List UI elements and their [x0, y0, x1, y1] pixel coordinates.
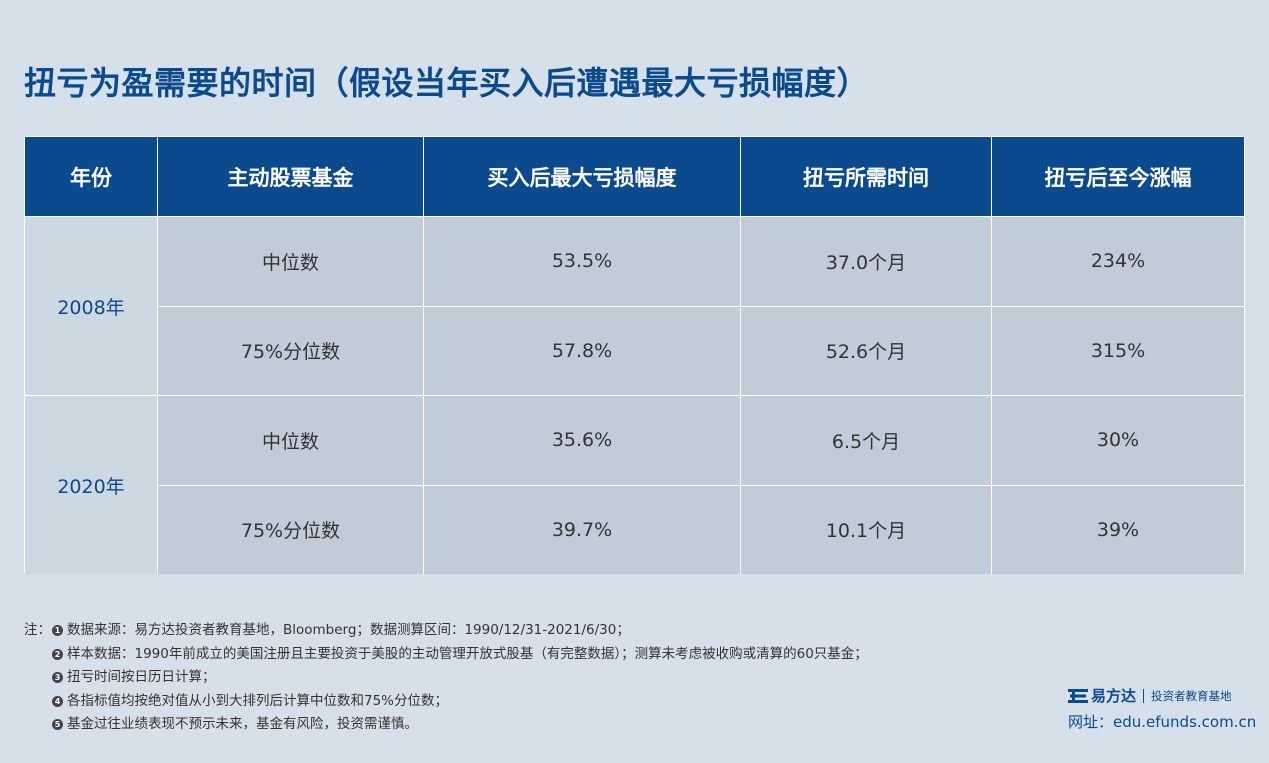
cell-fund-type: 75%分位数: [158, 485, 424, 574]
cell-recovery-time: 10.1个月: [741, 485, 992, 574]
website-text: 网址：edu.efunds.com.cn: [1068, 713, 1257, 731]
footnote-text: 数据来源：易方达投资者教育基地，Bloomberg；数据测算区间：1990/12…: [67, 622, 630, 638]
footnote-item: 注： 1 数据来源：易方达投资者教育基地，Bloomberg；数据测算区间：19…: [24, 619, 868, 643]
year-label: 2020年: [25, 396, 158, 574]
cell-gain-since: 315%: [1090, 339, 1146, 362]
footnote-item: 4 各指标值均按绝对值从小到大排列后计算中位数和75%分位数；: [24, 690, 868, 714]
header-year: 年份: [25, 137, 158, 216]
table-header: 年份 主动股票基金 买入后最大亏损幅度 扭亏所需时间 扭亏后至今涨幅: [25, 137, 1244, 216]
footnote-text: 基金过往业绩表现不预示未来，基金有风险，投资需谨慎。: [67, 716, 418, 732]
cell-max-loss: 57.8%: [424, 306, 741, 395]
footnote-prefix: 注：: [24, 622, 51, 638]
cell-fund-type: 75%分位数: [158, 306, 424, 395]
cell-recovery-time: 52.6个月: [741, 306, 992, 395]
footnote-text: 各指标值均按绝对值从小到大排列后计算中位数和75%分位数；: [67, 692, 449, 709]
cell-fund-type: 中位数: [158, 396, 424, 485]
table-row: 75%分位数 57.8% 52.6个月 315%: [158, 305, 1244, 395]
header-max-loss: 买入后最大亏损幅度: [424, 137, 741, 216]
cell-gain-since: 39%: [1096, 518, 1140, 541]
circled-number-icon: 5: [52, 719, 63, 731]
footnotes: 注： 1 数据来源：易方达投资者教育基地，Bloomberg；数据测算区间：19…: [24, 619, 868, 737]
group-2020: 2020年 中位数 35.6% 6.5个月 30% 75%分位数 39.7% 1…: [25, 395, 1244, 574]
footnote-item: 3 扭亏时间按日历日计算；: [24, 666, 868, 690]
footnote-text: 扭亏时间按日历日计算；: [67, 669, 216, 685]
data-table: 年份 主动股票基金 买入后最大亏损幅度 扭亏所需时间 扭亏后至今涨幅 2008年…: [24, 136, 1245, 574]
cell-max-loss: 53.5%: [424, 217, 741, 306]
brand-name: 易方达: [1091, 687, 1137, 705]
cell-max-loss: 35.6%: [424, 396, 741, 485]
header-fund-type: 主动股票基金: [158, 137, 424, 216]
footnote-item: 5 基金过往业绩表现不预示未来，基金有风险，投资需谨慎。: [24, 713, 868, 737]
cell-recovery-time: 6.5个月: [741, 396, 992, 485]
brand-divider: [1143, 688, 1145, 703]
group-2008: 2008年 中位数 53.5% 37.0个月 234% 75%分位数 57.8%…: [25, 216, 1244, 395]
cell-max-loss: 39.7%: [424, 485, 741, 574]
cell-fund-type: 中位数: [158, 217, 424, 306]
table-row: 中位数 35.6% 6.5个月 30%: [158, 396, 1244, 485]
brand-logo: 易方达 投资者教育基地: [1068, 685, 1232, 706]
footnote-text: 样本数据：1990年前成立的美国注册且主要投资于美股的主动管理开放式股基（有完整…: [67, 645, 868, 662]
header-gain-since: 扭亏后至今涨幅: [1044, 165, 1192, 190]
circled-number-icon: 3: [52, 672, 63, 684]
year-label: 2008年: [25, 217, 158, 395]
footnote-item: 2 样本数据：1990年前成立的美国注册且主要投资于美股的主动管理开放式股基（有…: [24, 643, 868, 667]
circled-number-icon: 4: [52, 695, 63, 707]
cell-recovery-time: 37.0个月: [741, 217, 992, 306]
cell-gain-since: 234%: [1090, 250, 1146, 273]
efunds-logo-icon: [1068, 688, 1088, 703]
circled-number-icon: 2: [52, 648, 63, 660]
brand-tagline: 投资者教育基地: [1151, 688, 1232, 703]
header-recovery-time: 扭亏所需时间: [741, 137, 992, 216]
table-row: 中位数 53.5% 37.0个月 234%: [158, 217, 1244, 306]
page-title: 扭亏为盈需要的时间（假设当年买入后遭遇最大亏损幅度）: [24, 64, 870, 102]
table-row: 75%分位数 39.7% 10.1个月 39%: [158, 484, 1244, 574]
cell-gain-since: 30%: [1096, 429, 1140, 452]
circled-number-icon: 1: [52, 625, 63, 637]
